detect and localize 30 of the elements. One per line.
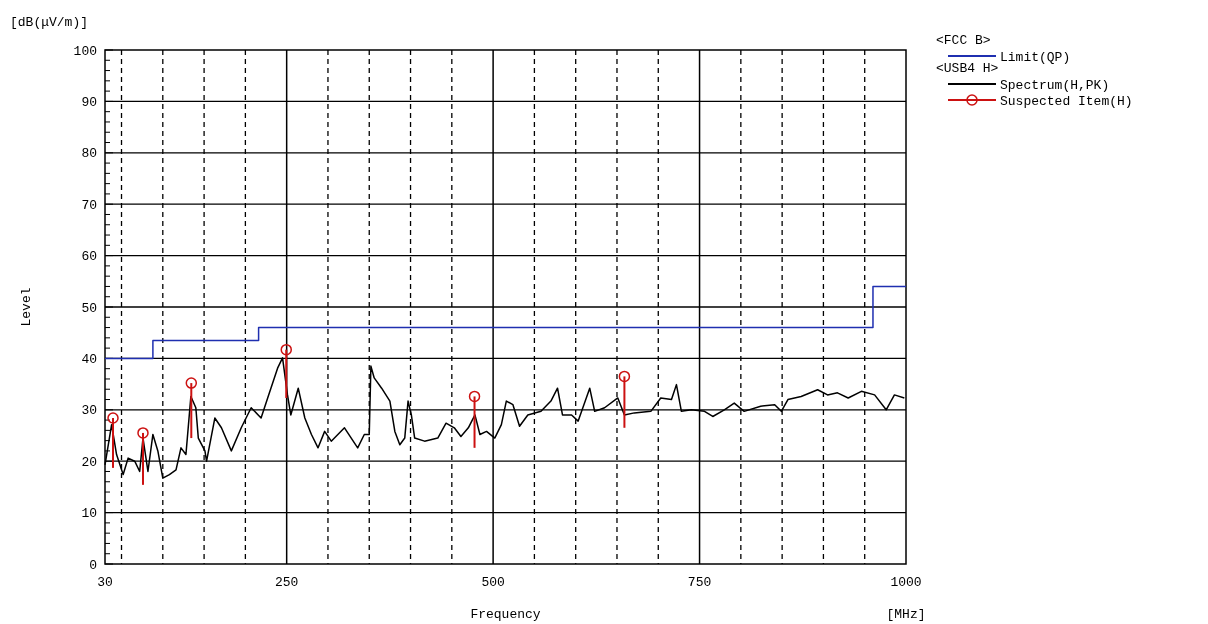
y-tick-label: 60 — [81, 249, 97, 265]
point — [468, 390, 481, 403]
x-tick-label: 500 — [481, 575, 505, 590]
y-tick-label: 0 — [89, 557, 97, 573]
y-tick-label: 90 — [81, 94, 97, 110]
point — [137, 427, 149, 439]
y-tick-label: 50 — [81, 300, 97, 316]
point — [618, 370, 631, 383]
x-axis-title: Frequency — [470, 607, 541, 622]
text: <USB4 H> — [936, 61, 999, 76]
y-tick-label: 40 — [81, 351, 97, 367]
point — [185, 377, 198, 389]
legend-label: Suspected Item(H) — [1000, 93, 1133, 109]
y-tick-label: 20 — [81, 454, 97, 470]
x-tick-label: 30 — [97, 575, 113, 590]
x-tick-label: 750 — [687, 575, 712, 590]
text: [dB(μV/m)] — [10, 15, 89, 30]
legend-label: Spectrum(H,PK) — [1000, 77, 1110, 93]
point — [280, 343, 293, 356]
y-tick-label: 70 — [81, 197, 97, 213]
x-tick-label: 1000 — [890, 575, 922, 590]
legend-title: <FCC B> — [936, 33, 991, 48]
y-tick-label: 100 — [73, 43, 97, 59]
text: [MHz] — [886, 607, 926, 622]
legend-label: Limit(QP) — [1000, 49, 1071, 65]
y-tick-label: 10 — [81, 506, 97, 522]
x-tick-label: 250 — [274, 575, 299, 590]
y-tick-label: 80 — [81, 146, 97, 162]
y-axis-title: Level — [19, 287, 34, 327]
y-tick-label: 30 — [81, 403, 97, 419]
